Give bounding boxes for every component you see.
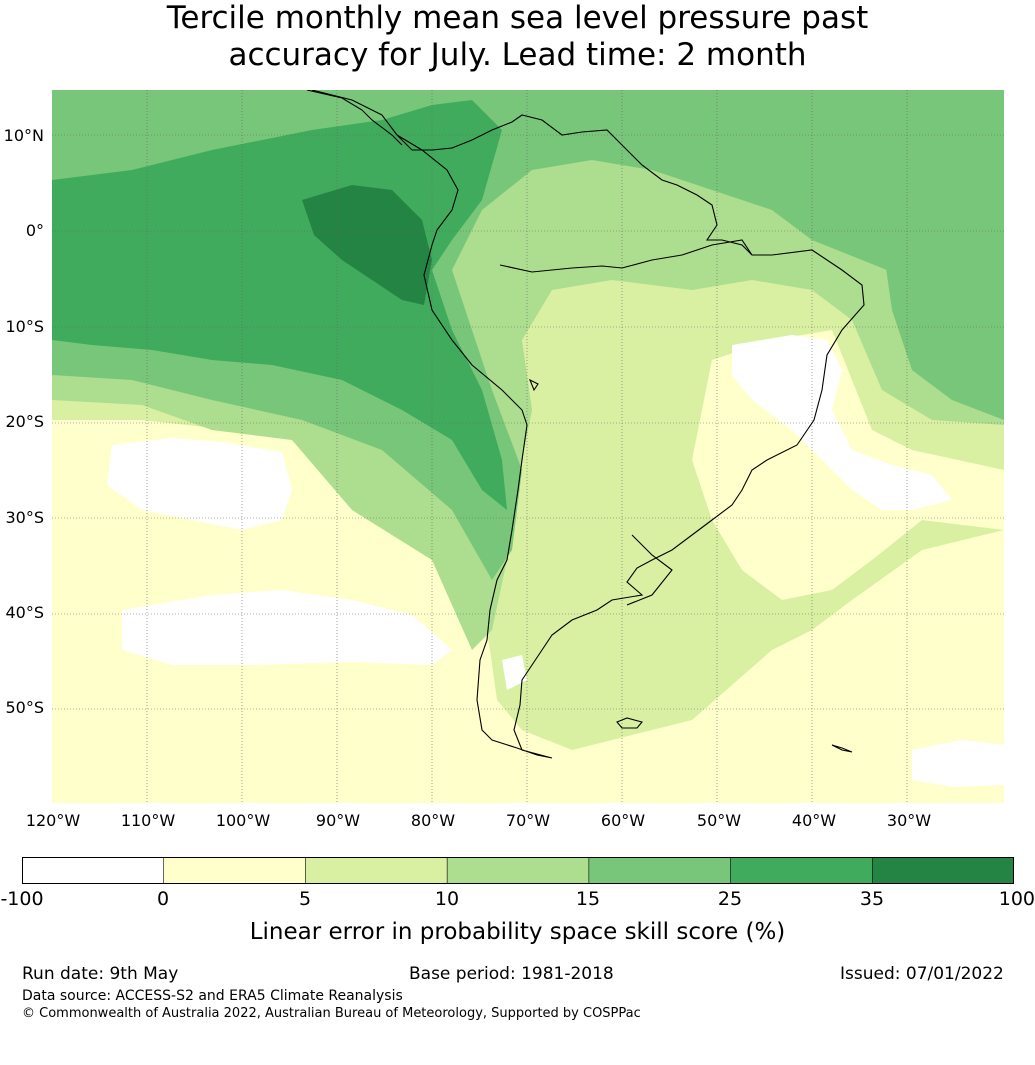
coastline (306, 90, 865, 759)
coastline-south-georgia (831, 744, 853, 753)
river-amazon (499, 239, 753, 273)
title-line-1: Tercile monthly mean sea level pressure … (166, 0, 869, 36)
lat-label-30s: 30°S (5, 508, 44, 527)
region-negative-south-pacific (122, 590, 452, 665)
region-35-100 (302, 185, 432, 305)
region-negative-pacific (107, 438, 292, 530)
colorbar-tick: 100 (998, 888, 1035, 910)
run-date: Run date: 9th May (22, 964, 179, 984)
map-gridlines (52, 90, 1004, 803)
region-0-5-south (52, 420, 1004, 803)
copyright: © Commonwealth of Australia 2022, Austra… (22, 1006, 641, 1021)
data-source: Data source: ACCESS-S2 and ERA5 Climate … (22, 988, 403, 1004)
lon-label-60w: 60°W (600, 811, 646, 830)
lat-label-40s: 40°S (5, 603, 44, 622)
lat-label-0: 0° (25, 221, 44, 240)
region-15-25-atlantic (882, 150, 1004, 420)
colorbar-tick: 25 (717, 888, 743, 910)
base-period: Base period: 1981-2018 (409, 964, 614, 984)
issued-date: Issued: 07/01/2022 (840, 964, 1004, 984)
lat-label-10n: 10°N (3, 126, 44, 145)
colorbar-cell-4 (588, 857, 732, 884)
title-line-2: accuracy for July. Lead time: 2 month (228, 37, 807, 73)
lat-label-20s: 20°S (5, 412, 44, 431)
lon-label-70w: 70°W (505, 811, 551, 830)
river-plata (626, 534, 673, 606)
coastline-falklands (616, 717, 643, 729)
map-canvas (52, 90, 1004, 803)
colorbar-tick: 10 (434, 888, 460, 910)
region-negative-south-atlantic (912, 740, 1004, 787)
skill-score-map (52, 90, 1004, 803)
colorbar-tick: -100 (0, 888, 44, 910)
region-negative-patagonia (502, 655, 527, 690)
coastline-central-america (306, 90, 403, 146)
colorbar-cell-2 (305, 857, 448, 884)
lon-label-90w: 90°W (315, 811, 361, 830)
lon-label-40w: 40°W (791, 811, 837, 830)
lon-label-50w: 50°W (696, 811, 742, 830)
colorbar-tick: 35 (859, 888, 885, 910)
colorbar-tick: 5 (298, 888, 312, 910)
colorbar-cell-0 (22, 857, 165, 884)
lon-label-120w: 120°W (25, 811, 81, 830)
coastline-south-america (311, 90, 865, 759)
colorbar-cell-1 (163, 857, 307, 884)
lake-titicaca (528, 378, 539, 392)
lon-label-30w: 30°W (886, 811, 932, 830)
colorbar-tick: 0 (156, 888, 170, 910)
colorbar-cell-5 (730, 857, 874, 884)
lon-label-100w: 100°W (215, 811, 271, 830)
lat-label-50s: 50°S (5, 698, 44, 717)
colorbar-label: Linear error in probability space skill … (249, 919, 786, 945)
colorbar-tick: 15 (575, 888, 601, 910)
lat-label-10s: 10°S (5, 317, 44, 336)
map-title: Tercile monthly mean sea level pressure … (0, 0, 1035, 74)
region-negative-brazil (732, 335, 952, 510)
colorbar-cell-6 (871, 857, 1014, 884)
lon-label-80w: 80°W (410, 811, 456, 830)
colorbar-cell-3 (446, 857, 590, 884)
lon-label-110w: 110°W (120, 811, 176, 830)
colorbar (22, 857, 1014, 884)
